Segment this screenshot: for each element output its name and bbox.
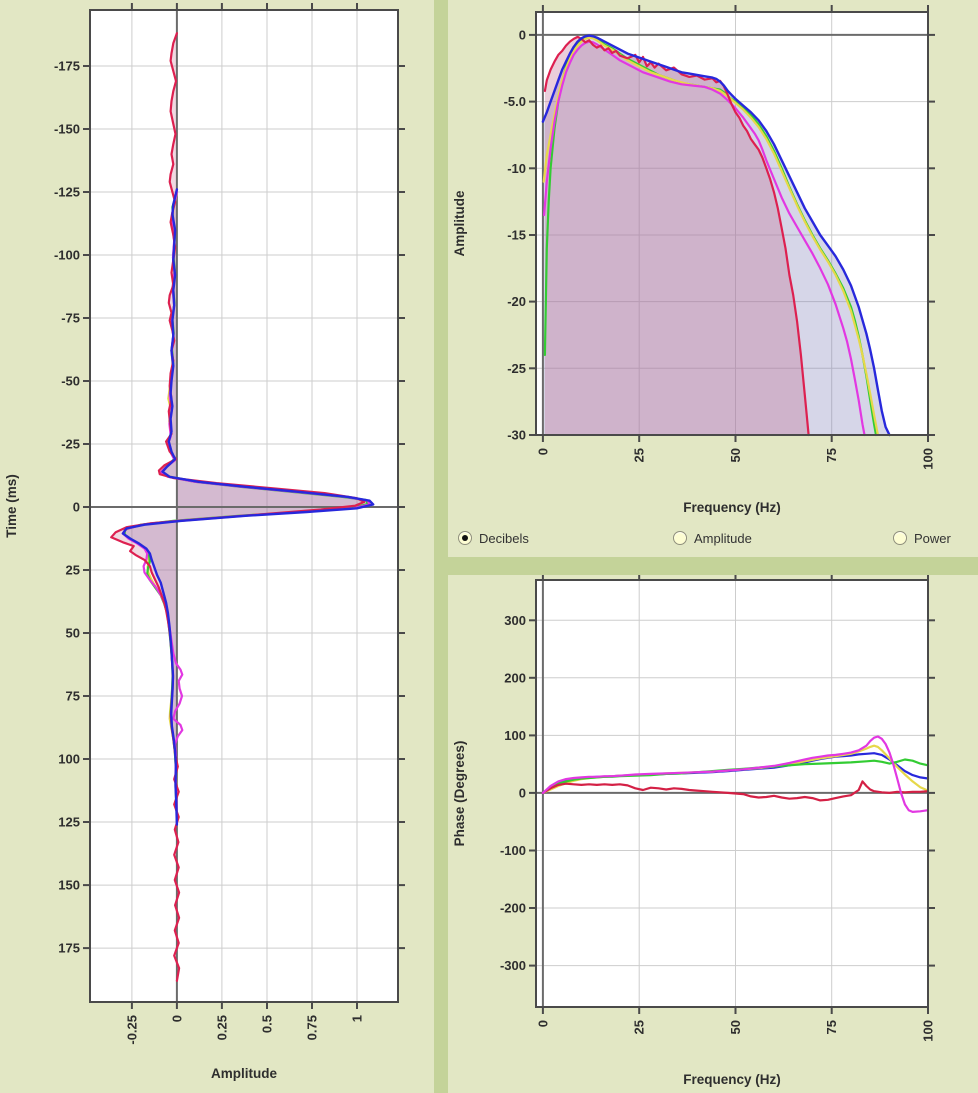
svg-text:-15: -15	[507, 228, 526, 243]
svg-text:25: 25	[632, 448, 647, 462]
svg-text:25: 25	[632, 1020, 647, 1034]
phase-spectrum-chart: 300 200 100 0 -100 -200 -300 0 25 50 75 100 Frequenc…	[452, 575, 936, 1087]
svg-text:100: 100	[58, 752, 80, 767]
svg-text:50: 50	[728, 448, 743, 462]
svg-text:300: 300	[504, 613, 526, 628]
radio-amplitude[interactable]: Amplitude	[673, 528, 752, 548]
svg-text:-175: -175	[54, 59, 80, 74]
radio-decibels-label: Decibels	[479, 530, 529, 546]
wavelet-chart: -175 -150 -125 -100 -75 -50 -25 0 25 50 75 100 125 15…	[4, 3, 405, 1081]
y-axis-title: Time (ms)	[4, 474, 19, 538]
svg-text:200: 200	[504, 670, 526, 685]
svg-text:50: 50	[66, 626, 80, 641]
radio-button-icon[interactable]	[893, 531, 907, 545]
svg-text:1: 1	[350, 1015, 365, 1022]
svg-text:0: 0	[73, 500, 80, 515]
series-magenta	[542, 40, 866, 437]
svg-text:-20: -20	[507, 294, 526, 309]
y-axis-title: Phase (Degrees)	[452, 741, 467, 847]
svg-text:-100: -100	[500, 843, 526, 858]
zero-lines	[536, 12, 928, 435]
svg-text:75: 75	[66, 689, 80, 704]
tick-labels: -175 -150 -125 -100 -75 -50 -25 0 25 50 75 100 125 15…	[54, 59, 365, 1045]
svg-text:-10: -10	[507, 161, 526, 176]
x-axis-title: Frequency (Hz)	[683, 500, 781, 515]
svg-text:-50: -50	[61, 374, 80, 389]
svg-text:100: 100	[921, 448, 936, 470]
x-axis-title: Frequency (Hz)	[683, 1072, 781, 1087]
radio-button-icon[interactable]	[458, 531, 472, 545]
svg-text:-150: -150	[54, 122, 80, 137]
svg-text:-0.25: -0.25	[124, 1015, 139, 1045]
radio-amplitude-label: Amplitude	[694, 530, 752, 546]
svg-text:50: 50	[728, 1020, 743, 1034]
svg-text:75: 75	[824, 1020, 839, 1034]
phase-spectrum-panel: 300 200 100 0 -100 -200 -300 0 25 50 75 100 Frequenc…	[448, 575, 978, 1093]
svg-text:125: 125	[58, 815, 80, 830]
svg-text:-25: -25	[507, 361, 526, 376]
svg-text:-125: -125	[54, 185, 80, 200]
svg-text:175: 175	[58, 941, 80, 956]
svg-text:-5.0: -5.0	[504, 94, 526, 109]
tick-marks	[83, 3, 405, 1009]
svg-text:0: 0	[535, 448, 550, 455]
svg-text:0.5: 0.5	[260, 1015, 275, 1033]
radio-power[interactable]: Power	[893, 528, 951, 548]
svg-text:0: 0	[169, 1015, 184, 1022]
svg-text:150: 150	[58, 878, 80, 893]
svg-text:-300: -300	[500, 958, 526, 973]
svg-text:100: 100	[504, 728, 526, 743]
plot-frame	[535, 11, 929, 436]
series-red	[541, 780, 930, 802]
x-axis-title: Amplitude	[211, 1066, 277, 1081]
svg-text:-100: -100	[54, 248, 80, 263]
svg-text:-30: -30	[507, 428, 526, 443]
vertical-panel-divider	[434, 0, 448, 1093]
svg-text:-200: -200	[500, 901, 526, 916]
svg-text:-25: -25	[61, 437, 80, 452]
svg-text:0.75: 0.75	[305, 1015, 320, 1040]
series-blue	[121, 188, 375, 826]
series-magenta	[541, 735, 930, 813]
svg-text:0: 0	[535, 1020, 550, 1027]
y-axis-title: Amplitude	[452, 190, 467, 256]
spectrum-mode-radio-group: Decibels Amplitude Power	[448, 528, 978, 550]
wavelet-panel: -175 -150 -125 -100 -75 -50 -25 0 25 50 75 100 125 15…	[0, 0, 434, 1093]
tick-labels: 300 200 100 0 -100 -200 -300 0 25 50 75 100	[500, 613, 936, 1042]
svg-text:-75: -75	[61, 311, 80, 326]
series-fill-blue	[542, 35, 890, 435]
radio-button-icon[interactable]	[673, 531, 687, 545]
horizontal-panel-divider	[448, 557, 978, 575]
svg-text:25: 25	[66, 563, 80, 578]
svg-text:0: 0	[519, 785, 526, 800]
svg-text:0: 0	[519, 27, 526, 42]
tick-marks	[529, 5, 935, 442]
svg-text:100: 100	[921, 1020, 936, 1042]
tick-labels: 0 -5.0 -10 -15 -20 -25 -30 0 25 50 75 100	[504, 27, 936, 469]
tick-marks	[529, 575, 935, 1014]
svg-text:0.25: 0.25	[214, 1015, 229, 1040]
radio-decibels[interactable]: Decibels	[458, 528, 529, 548]
amplitude-spectrum-panel: 0 -5.0 -10 -15 -20 -25 -30 0 25 50 75 100 Frequency …	[448, 0, 978, 557]
plot-area	[536, 12, 928, 435]
amplitude-spectrum-chart: 0 -5.0 -10 -15 -20 -25 -30 0 25 50 75 100 Frequency …	[452, 5, 936, 515]
svg-text:75: 75	[824, 448, 839, 462]
radio-power-label: Power	[914, 530, 951, 546]
series-blue	[541, 34, 891, 437]
series-fill-red	[544, 36, 809, 436]
